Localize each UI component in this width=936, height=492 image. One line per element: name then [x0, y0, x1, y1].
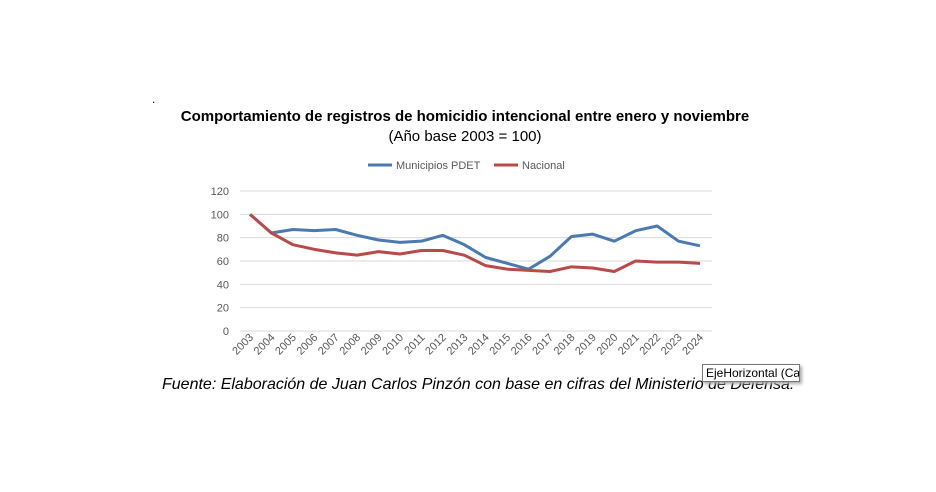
- legend-label: Nacional: [522, 160, 565, 172]
- chart-subtitle: (Año base 2003 = 100): [388, 128, 542, 145]
- x-tick-label: 2019: [573, 332, 599, 358]
- x-tick-label: 2009: [359, 332, 385, 358]
- y-tick-label: 20: [217, 303, 229, 315]
- x-tick-label: 2024: [680, 332, 706, 358]
- legend-label: Municipios PDET: [396, 160, 481, 172]
- x-tick-label: 2006: [295, 332, 321, 358]
- x-tick-label: 2018: [552, 332, 578, 358]
- y-tick-label: 100: [211, 209, 229, 221]
- y-tick-label: 80: [217, 233, 229, 245]
- axis-tooltip: EjeHorizontal (Categoría): [702, 364, 800, 382]
- stray-dot: .: [152, 92, 156, 106]
- x-tick-label: 2013: [445, 332, 471, 358]
- chart-title: Comportamiento de registros de homicidio…: [180, 108, 750, 125]
- y-tick-label: 120: [211, 186, 229, 198]
- x-tick-label: 2021: [616, 332, 642, 358]
- x-tick-label: 2011: [402, 332, 427, 357]
- x-tick-label: 2010: [380, 332, 406, 358]
- x-tick-label: 2017: [530, 332, 556, 358]
- x-tick-label: 2016: [509, 332, 535, 358]
- x-tick-label: 2007: [316, 332, 342, 358]
- x-tick-label: 2004: [252, 332, 278, 358]
- y-tick-label: 40: [217, 279, 229, 291]
- series-line-nacional: [249, 213, 701, 273]
- x-tick-label: 2015: [487, 332, 513, 358]
- x-tick-label: 2008: [337, 332, 363, 358]
- x-tick-label: 2023: [659, 332, 685, 358]
- x-tick-label: 2014: [466, 332, 492, 358]
- source-note: Fuente: Elaboración de Juan Carlos Pinzó…: [162, 376, 795, 393]
- x-tick-label: 2022: [637, 332, 663, 358]
- y-tick-label: 60: [217, 256, 229, 268]
- x-tick-label: 2012: [423, 332, 449, 358]
- x-tick-label: 2005: [273, 332, 299, 358]
- x-tick-label: 2020: [595, 332, 621, 358]
- x-tick-label: 2003: [230, 332, 256, 358]
- y-tick-label: 0: [223, 326, 229, 338]
- series-line-municipios-pdet: [249, 213, 701, 271]
